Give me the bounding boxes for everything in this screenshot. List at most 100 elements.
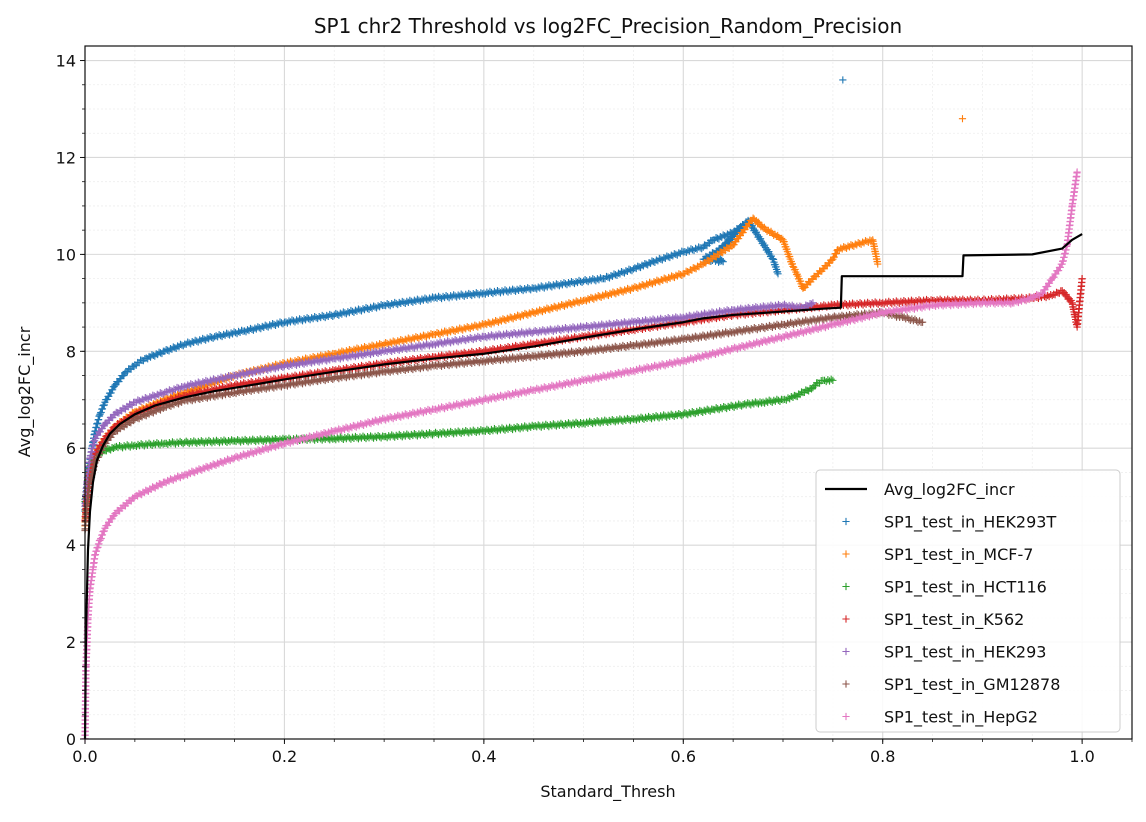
data-point [915, 317, 924, 325]
data-point [162, 387, 170, 396]
legend-label: Avg_log2FC_incr [884, 480, 1015, 500]
data-point [478, 397, 486, 405]
data-point [276, 382, 284, 390]
data-point [829, 376, 837, 384]
x-tick-label: 0.8 [870, 747, 895, 766]
data-point [781, 395, 789, 403]
data-point [1000, 298, 1009, 306]
data-point [768, 254, 776, 263]
data-point [675, 358, 683, 366]
data-point [874, 260, 882, 268]
data-point [807, 300, 816, 308]
data-point [97, 408, 105, 417]
data-point [604, 273, 612, 281]
data-point [619, 268, 627, 276]
data-point [107, 389, 115, 397]
data-point [108, 515, 116, 523]
data-point [774, 270, 782, 278]
legend: Avg_log2FC_incrSP1_test_in_HEK293TSP1_te… [815, 469, 1121, 733]
data-point [842, 647, 850, 656]
data-point [839, 76, 847, 84]
data-point [237, 326, 246, 334]
data-point [981, 299, 990, 307]
series-SP1_test_in_HepG2 [81, 168, 1081, 743]
data-point [259, 437, 267, 445]
data-point [98, 424, 106, 433]
legend-label: SP1_test_in_GM12878 [884, 675, 1060, 695]
data-point [784, 394, 792, 402]
y-tick-label: 0 [66, 730, 76, 749]
data-point [244, 438, 252, 446]
data-point [1039, 289, 1047, 297]
data-point [1048, 275, 1056, 283]
y-tick-label: 2 [66, 633, 76, 652]
x-tick-label: 0.0 [72, 747, 97, 766]
data-point [1050, 273, 1058, 281]
data-point [626, 341, 635, 349]
data-point [696, 244, 704, 252]
data-point [200, 439, 208, 447]
y-tick-label: 6 [66, 439, 76, 458]
data-point [991, 300, 999, 308]
series-SP1_test_in_HCT116 [81, 375, 837, 506]
data-point [252, 437, 260, 446]
data-point [277, 362, 286, 371]
data-point [96, 428, 105, 436]
data-point [611, 271, 620, 279]
data-point [796, 302, 804, 310]
legend-label: SP1_test_in_K562 [884, 610, 1024, 630]
data-point [477, 426, 485, 434]
data-point [527, 339, 535, 347]
data-point [165, 401, 173, 410]
data-point [377, 341, 385, 349]
data-point [842, 550, 850, 558]
y-tick-label: 12 [56, 148, 76, 167]
data-point [475, 333, 483, 342]
data-point [103, 395, 111, 404]
data-point [825, 377, 834, 385]
data-point [744, 222, 752, 231]
y-tick-label: 14 [56, 52, 76, 71]
data-point [208, 439, 216, 447]
data-point [173, 383, 181, 392]
data-point [596, 274, 605, 282]
data-point [992, 298, 1001, 306]
data-point [135, 397, 143, 405]
data-point [158, 389, 166, 398]
data-point [226, 438, 234, 446]
data-point [664, 253, 672, 261]
data-point [1002, 299, 1010, 308]
data-point [820, 376, 829, 384]
data-point [165, 386, 173, 394]
data-point [226, 372, 234, 381]
data-point [657, 255, 665, 263]
data-point [626, 266, 635, 274]
data-point [730, 241, 738, 249]
data-point [327, 354, 335, 362]
data-point [986, 299, 994, 308]
data-point [842, 712, 850, 721]
data-point [111, 381, 119, 389]
data-point [227, 436, 236, 444]
data-point [897, 312, 905, 320]
data-point [675, 249, 683, 257]
data-point [576, 322, 585, 330]
legend-marker-swatch [842, 712, 850, 721]
data-point [649, 258, 657, 266]
data-point [842, 517, 850, 526]
data-point [96, 536, 104, 544]
data-point [223, 438, 231, 446]
data-point [842, 582, 850, 591]
data-point [997, 299, 1005, 307]
data-point [842, 680, 850, 688]
y-axis-label: Avg_log2FC_incr [15, 326, 35, 457]
data-point [994, 299, 1002, 308]
data-point [983, 300, 991, 308]
data-point [170, 385, 178, 393]
data-point [1056, 263, 1064, 271]
series-line-Avg_log2FC_incr [83, 233, 1083, 740]
data-point [97, 534, 105, 543]
plot-frame [84, 45, 1133, 740]
